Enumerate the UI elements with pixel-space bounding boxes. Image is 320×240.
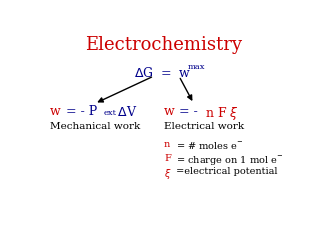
Text: ext: ext — [103, 109, 116, 117]
Text: = charge on 1 mol e$^{-}$: = charge on 1 mol e$^{-}$ — [173, 154, 283, 167]
Text: = - P: = - P — [62, 106, 98, 119]
Text: w: w — [50, 106, 61, 119]
Text: =electrical potential: =electrical potential — [173, 168, 277, 176]
Text: Electrochemistry: Electrochemistry — [85, 36, 243, 54]
Text: n F $\xi$: n F $\xi$ — [205, 106, 239, 122]
Text: $\Delta$V: $\Delta$V — [115, 106, 138, 120]
Text: $\xi$: $\xi$ — [164, 168, 172, 181]
Text: max: max — [188, 63, 205, 71]
Text: F: F — [164, 154, 171, 162]
Text: = # moles e$^{-}$: = # moles e$^{-}$ — [173, 140, 243, 151]
Text: n: n — [164, 140, 170, 149]
Text: w: w — [164, 106, 175, 119]
Text: Mechanical work: Mechanical work — [50, 122, 140, 131]
Text: $\Delta$G  =  w: $\Delta$G = w — [134, 66, 192, 80]
Text: = -: = - — [175, 106, 202, 119]
Text: Electrical work: Electrical work — [164, 122, 244, 131]
